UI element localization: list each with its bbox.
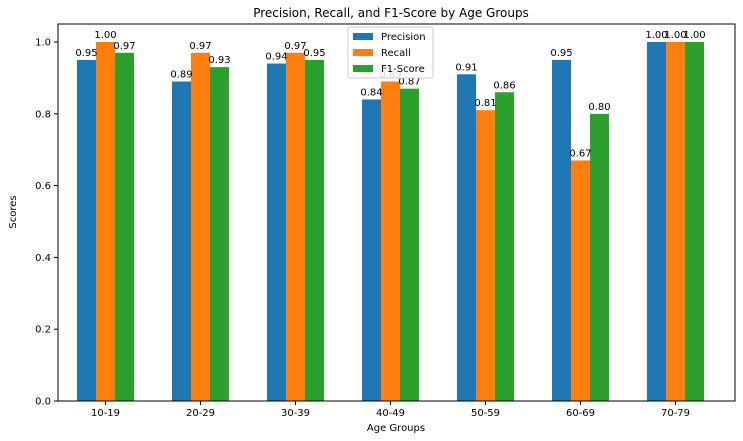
bar-recall-40-49 (381, 81, 400, 402)
data-label-precision-40-49: 0.84 (360, 87, 382, 98)
bar-precision-20-29 (172, 81, 191, 402)
bar-recall-20-29 (191, 52, 210, 402)
bar-recall-50-59 (476, 110, 495, 402)
x-axis: 10-19 20-29 30-39 40-49 50-59 60-69 70-79 (91, 401, 690, 419)
data-label-precision-30-39: 0.94 (265, 52, 287, 63)
data-label-precision-20-29: 0.89 (170, 69, 192, 80)
chart-title: Precision, Recall, and F1-Score by Age G… (253, 6, 529, 20)
legend-label-recall: Recall (381, 48, 411, 59)
bar-f1-score-70-79 (685, 42, 704, 401)
data-label-precision-10-19: 0.95 (75, 48, 97, 59)
y-axis: 0.0 0.2 0.4 0.6 0.8 1.0 (35, 38, 58, 408)
data-label-f1-score-40-49: 0.87 (398, 77, 420, 88)
legend: Precision Recall F1-Score (347, 26, 434, 79)
data-label-recall-20-29: 0.97 (189, 41, 211, 52)
bars-layer (77, 42, 704, 402)
bar-recall-70-79 (666, 42, 685, 401)
data-label-f1-score-60-69: 0.80 (588, 102, 610, 113)
legend-label-precision: Precision (381, 32, 426, 43)
data-label-precision-70-79: 1.00 (645, 30, 667, 41)
bar-precision-60-69 (552, 59, 571, 401)
data-label-recall-50-59: 0.81 (474, 98, 496, 109)
data-label-recall-70-79: 1.00 (664, 30, 686, 41)
data-label-recall-10-19: 1.00 (94, 30, 116, 41)
x-tick-label: 20-29 (186, 408, 215, 419)
y-tick-label: 1.0 (35, 38, 51, 49)
data-label-f1-score-20-29: 0.93 (208, 55, 230, 66)
data-label-recall-60-69: 0.67 (569, 148, 591, 159)
plot-frame (57, 23, 736, 402)
x-tick-label: 30-39 (281, 408, 310, 419)
bar-recall-30-39 (286, 52, 305, 402)
bar-f1-score-40-49 (400, 88, 419, 402)
x-tick-label: 60-69 (566, 408, 595, 419)
data-labels-layer: 0.951.000.970.890.970.93 0.940.970.950.84… (75, 30, 705, 159)
x-tick-label: 70-79 (661, 408, 690, 419)
bar-f1-score-50-59 (495, 92, 514, 401)
bar-f1-score-10-19 (115, 52, 134, 402)
legend-swatch-precision (353, 33, 373, 40)
bar-precision-30-39 (267, 63, 286, 401)
data-label-f1-score-50-59: 0.86 (493, 80, 515, 91)
data-label-recall-30-39: 0.97 (284, 41, 306, 52)
x-tick-label: 10-19 (91, 408, 120, 419)
bar-precision-70-79 (647, 42, 666, 401)
data-label-precision-50-59: 0.91 (455, 62, 477, 73)
y-tick-label: 0.6 (35, 181, 51, 192)
y-tick-label: 0.8 (35, 109, 51, 120)
bar-precision-10-19 (77, 59, 96, 401)
bar-precision-50-59 (457, 74, 476, 401)
bar-f1-score-20-29 (210, 67, 229, 401)
y-axis-label: Scores (8, 195, 19, 228)
legend-swatch-recall (353, 49, 373, 56)
y-tick-label: 0.4 (35, 253, 51, 264)
legend-label-f1-score: F1-Score (381, 64, 425, 75)
y-tick-label: 0.0 (35, 397, 51, 408)
bar-recall-60-69 (571, 160, 590, 401)
data-label-f1-score-70-79: 1.00 (683, 30, 705, 41)
x-tick-label: 40-49 (376, 408, 405, 419)
data-label-f1-score-10-19: 0.97 (113, 41, 135, 52)
bar-recall-10-19 (96, 42, 115, 401)
data-label-precision-60-69: 0.95 (550, 48, 572, 59)
bar-f1-score-30-39 (305, 59, 324, 401)
bar-f1-score-60-69 (590, 113, 609, 402)
legend-swatch-f1-score (353, 65, 373, 72)
data-label-f1-score-30-39: 0.95 (303, 48, 325, 59)
x-tick-label: 50-59 (471, 408, 500, 419)
y-tick-label: 0.2 (35, 325, 51, 336)
x-axis-label: Age Groups (367, 423, 425, 434)
bar-precision-40-49 (362, 99, 381, 401)
